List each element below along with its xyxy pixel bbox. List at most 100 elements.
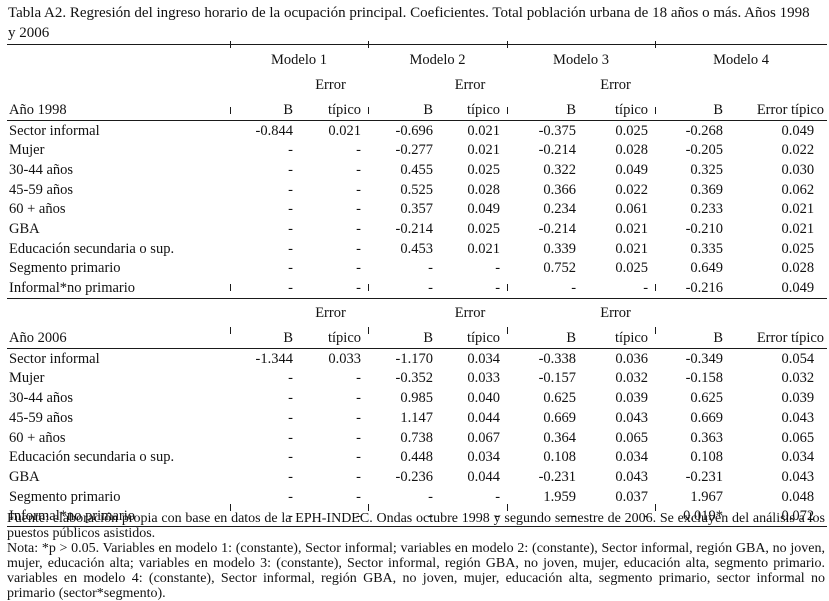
row-label: 60 + años [9, 429, 66, 446]
cell-value: 0.453 [400, 240, 434, 257]
cell-value: - [507, 278, 584, 300]
cell-value: 0.034 [467, 350, 501, 367]
cell-value: - [300, 506, 369, 528]
table-row: 45-59 años - - 0.525 0.028 0.366 0.022 0… [7, 180, 827, 200]
cell-value: 0.108 [543, 449, 577, 466]
cell-value: - [440, 506, 508, 528]
col-header-error: Error [315, 305, 346, 322]
cell-value: - [428, 488, 434, 505]
spacer-cell [7, 70, 230, 95]
cell-value: 0.233 [690, 201, 724, 218]
cell-value: 0.040 [467, 390, 501, 407]
cell-value: - [288, 370, 293, 387]
cell-value: -0.268 [685, 122, 724, 139]
cell-value: 0.039 [781, 390, 815, 407]
row-label: GBA [9, 221, 40, 238]
spacer-cell [230, 299, 300, 324]
col-header-error: Error [600, 305, 631, 322]
col-header-error: Error [454, 76, 486, 93]
table-row: Segmento primario - - - - 0.752 0.025 0.… [7, 259, 827, 279]
table-row: Segmento primario - - - - 1.959 0.037 1.… [7, 487, 827, 507]
cell-value: - [300, 278, 369, 300]
column-divider-tick [655, 504, 656, 511]
cell-value: -0.352 [395, 370, 434, 387]
col-header-error-tipico: Error típico [730, 95, 828, 121]
cell-value: - [356, 240, 362, 257]
column-divider-tick [507, 284, 508, 291]
col-header-b: B [507, 95, 584, 121]
row-label: Segmento primario [9, 488, 121, 505]
row-label: Sector informal [9, 122, 100, 139]
cell-value: 0.065 [781, 429, 815, 446]
year-header: Año 2006 [7, 323, 230, 350]
cell-value: - [368, 278, 441, 300]
column-divider-tick [655, 107, 656, 114]
row-label: Educación secundaria o sup. [9, 449, 175, 466]
row-label: Informal*no primario [7, 506, 230, 528]
cell-value: 1.147 [400, 409, 434, 426]
cell-value: 0.021 [781, 221, 815, 238]
col-header-error-tipico: Error típico [730, 323, 828, 350]
table-row: GBA - - -0.236 0.044 -0.231 0.043 -0.231… [7, 467, 827, 487]
row-label: Mujer [9, 142, 45, 159]
cell-value: -0.210 [685, 221, 724, 238]
cell-value: 0.322 [543, 161, 577, 178]
col-header-error: Error [600, 76, 631, 93]
row-label: 30-44 años [9, 161, 74, 178]
cell-value: -0.349 [685, 350, 724, 367]
cell-value: 0.049 [467, 201, 501, 218]
cell-value: -0.844 [255, 122, 293, 139]
row-label: GBA [9, 468, 40, 485]
cell-value: 0.034 [781, 449, 815, 466]
model-header-row: Modelo 1 Modelo 2 Modelo 3 Modelo 4 [7, 44, 828, 70]
cell-value: 0.669 [690, 409, 724, 426]
table-footnotes: Fuente: elaboración propia con base en d… [7, 511, 825, 601]
cell-value: -0.214 [538, 221, 577, 238]
column-divider-tick [368, 284, 369, 291]
spacer-cell [7, 44, 230, 70]
row-label: Educación secundaria o sup. [9, 240, 175, 257]
cell-value: 0.054 [781, 350, 815, 367]
column-divider-tick [507, 107, 508, 114]
model-header: Modelo 4 [655, 44, 828, 70]
table-row: 60 + años - - 0.738 0.067 0.364 0.065 0.… [7, 428, 827, 448]
cell-value: 0.033 [328, 350, 362, 367]
cell-value: 0.366 [543, 181, 577, 198]
cell-value: - [356, 370, 362, 387]
error-header-row: Error Error Error [7, 299, 827, 324]
column-divider-tick [230, 327, 231, 334]
col-header-tipico: típico [583, 323, 656, 350]
table-row: 45-59 años - - 1.147 0.044 0.669 0.043 0… [7, 408, 827, 428]
spacer-cell [507, 70, 583, 95]
row-label: 60 + años [9, 201, 66, 218]
cell-value: 0.025 [615, 260, 649, 277]
cell-value: - [288, 201, 293, 218]
column-divider-tick [655, 327, 656, 334]
body-1998: Sector informal -0.844 0.021 -0.696 0.02… [7, 121, 828, 300]
table-row: 60 + años - - 0.357 0.049 0.234 0.061 0.… [7, 200, 827, 220]
cell-value: - [288, 429, 293, 446]
cell-value: - [356, 488, 362, 505]
table-row: Informal*no primario - - - - - - 0.019* … [7, 506, 828, 528]
column-divider-tick [655, 284, 656, 291]
cell-value: -0.157 [538, 370, 577, 387]
cell-value: 0.072 [730, 506, 828, 528]
col-header-b: B [507, 323, 584, 350]
error-header-row: Error Error Error [7, 70, 827, 95]
cell-value: 0.021 [467, 240, 501, 257]
spacer-cell [655, 299, 827, 324]
row-label: 45-59 años [9, 409, 74, 426]
cell-value: - [495, 260, 501, 277]
cell-value: -0.205 [685, 142, 724, 159]
cell-value: - [288, 240, 293, 257]
table-title: Tabla A2. Regresión del ingreso horario … [8, 5, 810, 41]
cell-value: 0.025 [781, 240, 815, 257]
cell-value: 0.021 [328, 122, 362, 139]
cell-value: - [440, 278, 508, 300]
cell-value: -0.236 [395, 468, 434, 485]
cell-value: 0.032 [615, 370, 649, 387]
cell-value: -0.216 [655, 278, 731, 300]
cell-value: 0.357 [400, 201, 434, 218]
cell-value: - [288, 449, 293, 466]
